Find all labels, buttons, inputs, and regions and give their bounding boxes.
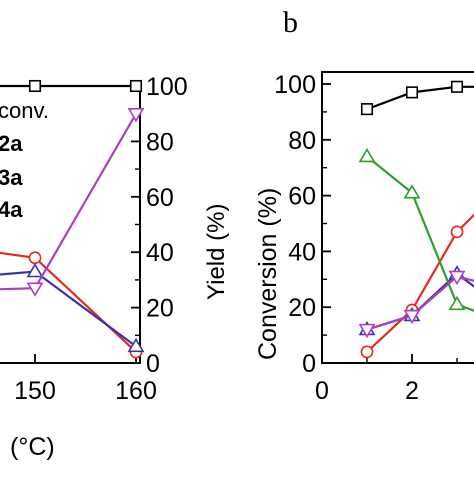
- panel-b-y-tick-label: 80: [288, 127, 316, 155]
- panel-b-x-tick-label: 2: [405, 377, 419, 405]
- panel-a-right-axis-ticks: 0 20 40 60 80 100: [131, 73, 188, 378]
- legend-entry-3a: 3a: [0, 165, 23, 190]
- panel-label-b: b: [283, 6, 298, 39]
- panel-a-x-axis-label: (°C): [10, 433, 55, 461]
- panel-a-series-line-2: [0, 251, 137, 353]
- panel-a-x-tick-label: 150: [14, 377, 56, 405]
- panel-a-data-point: [28, 79, 42, 93]
- legend-entry-conv: conv.: [0, 98, 49, 123]
- panel-a-right-tick-label: 60: [146, 184, 174, 212]
- panel-a-right-tick-label: 40: [146, 239, 174, 267]
- panel-b-y-tick-label: 20: [288, 294, 316, 322]
- panel-a-data-point: [127, 337, 145, 353]
- panel-b-series-line-2: [366, 213, 474, 353]
- panel-a-data-point: [26, 263, 44, 278]
- panel-b-series-line-4: [366, 155, 474, 312]
- panel-b-data-point: [358, 323, 376, 339]
- panel-a-data-point: [129, 79, 143, 93]
- panel-b-series-line-5: [366, 275, 474, 331]
- panel-b-y-tick-label: 40: [288, 238, 316, 266]
- panel-b-plot-frame: [321, 71, 474, 364]
- panel-b-data-point: [360, 103, 374, 116]
- panel-b-y-axis-ticks: 0 20 40 60 80 100: [274, 71, 331, 378]
- panel-a-series-line-3: [0, 270, 137, 348]
- panel-a-legend: conv. 2a 3a 4a: [0, 98, 49, 222]
- panel-a-right-tick-label: 80: [146, 128, 174, 156]
- panel-b-data-point: [405, 86, 419, 99]
- panel-a-series: [0, 79, 145, 359]
- panel-a-right-tick-label: 20: [146, 295, 174, 323]
- panel-a: 0 20 40 60 80 100 150 160 conv. 2a 3a 4a Yield…: [0, 73, 230, 461]
- panel-b-data-point: [403, 184, 421, 199]
- panel-a-right-tick-label: 100: [146, 73, 188, 101]
- panel-b-y-tick-label: 60: [288, 183, 316, 211]
- panel-b-data-point: [450, 80, 464, 93]
- panel-b-y-tick-label: 0: [302, 350, 316, 378]
- panel-a-data-point: [26, 282, 44, 297]
- panel-b-data-point: [358, 147, 376, 163]
- panel-b-data-point: [450, 225, 464, 239]
- panel-b-data-point: [360, 345, 374, 359]
- panel-b-x-tick-label: 0: [315, 377, 329, 405]
- panel-b-y-tick-label: 100: [274, 71, 316, 99]
- panel-a-right-tick-label: 0: [146, 350, 160, 378]
- panel-a-x-tick-label: 160: [115, 377, 157, 405]
- panel-b-data-point: [448, 270, 466, 286]
- panel-b-series-line-1: [366, 85, 474, 111]
- panel-a-x-axis-ticks: 150 160: [14, 354, 157, 405]
- panel-a-data-point: [28, 251, 42, 265]
- panel-a-right-axis-label: Yield (%): [203, 204, 230, 300]
- legend-entry-4a: 4a: [0, 197, 23, 222]
- panel-a-plot-frame: [0, 85, 141, 364]
- panel-a-data-point: [127, 108, 145, 123]
- panel-b-y-axis-label: Conversion (%): [254, 188, 282, 360]
- panel-b-data-point: [448, 295, 466, 311]
- panel-b-series: [358, 80, 474, 359]
- legend-entry-2a: 2a: [0, 131, 23, 156]
- panel-b-data-point: [403, 309, 421, 325]
